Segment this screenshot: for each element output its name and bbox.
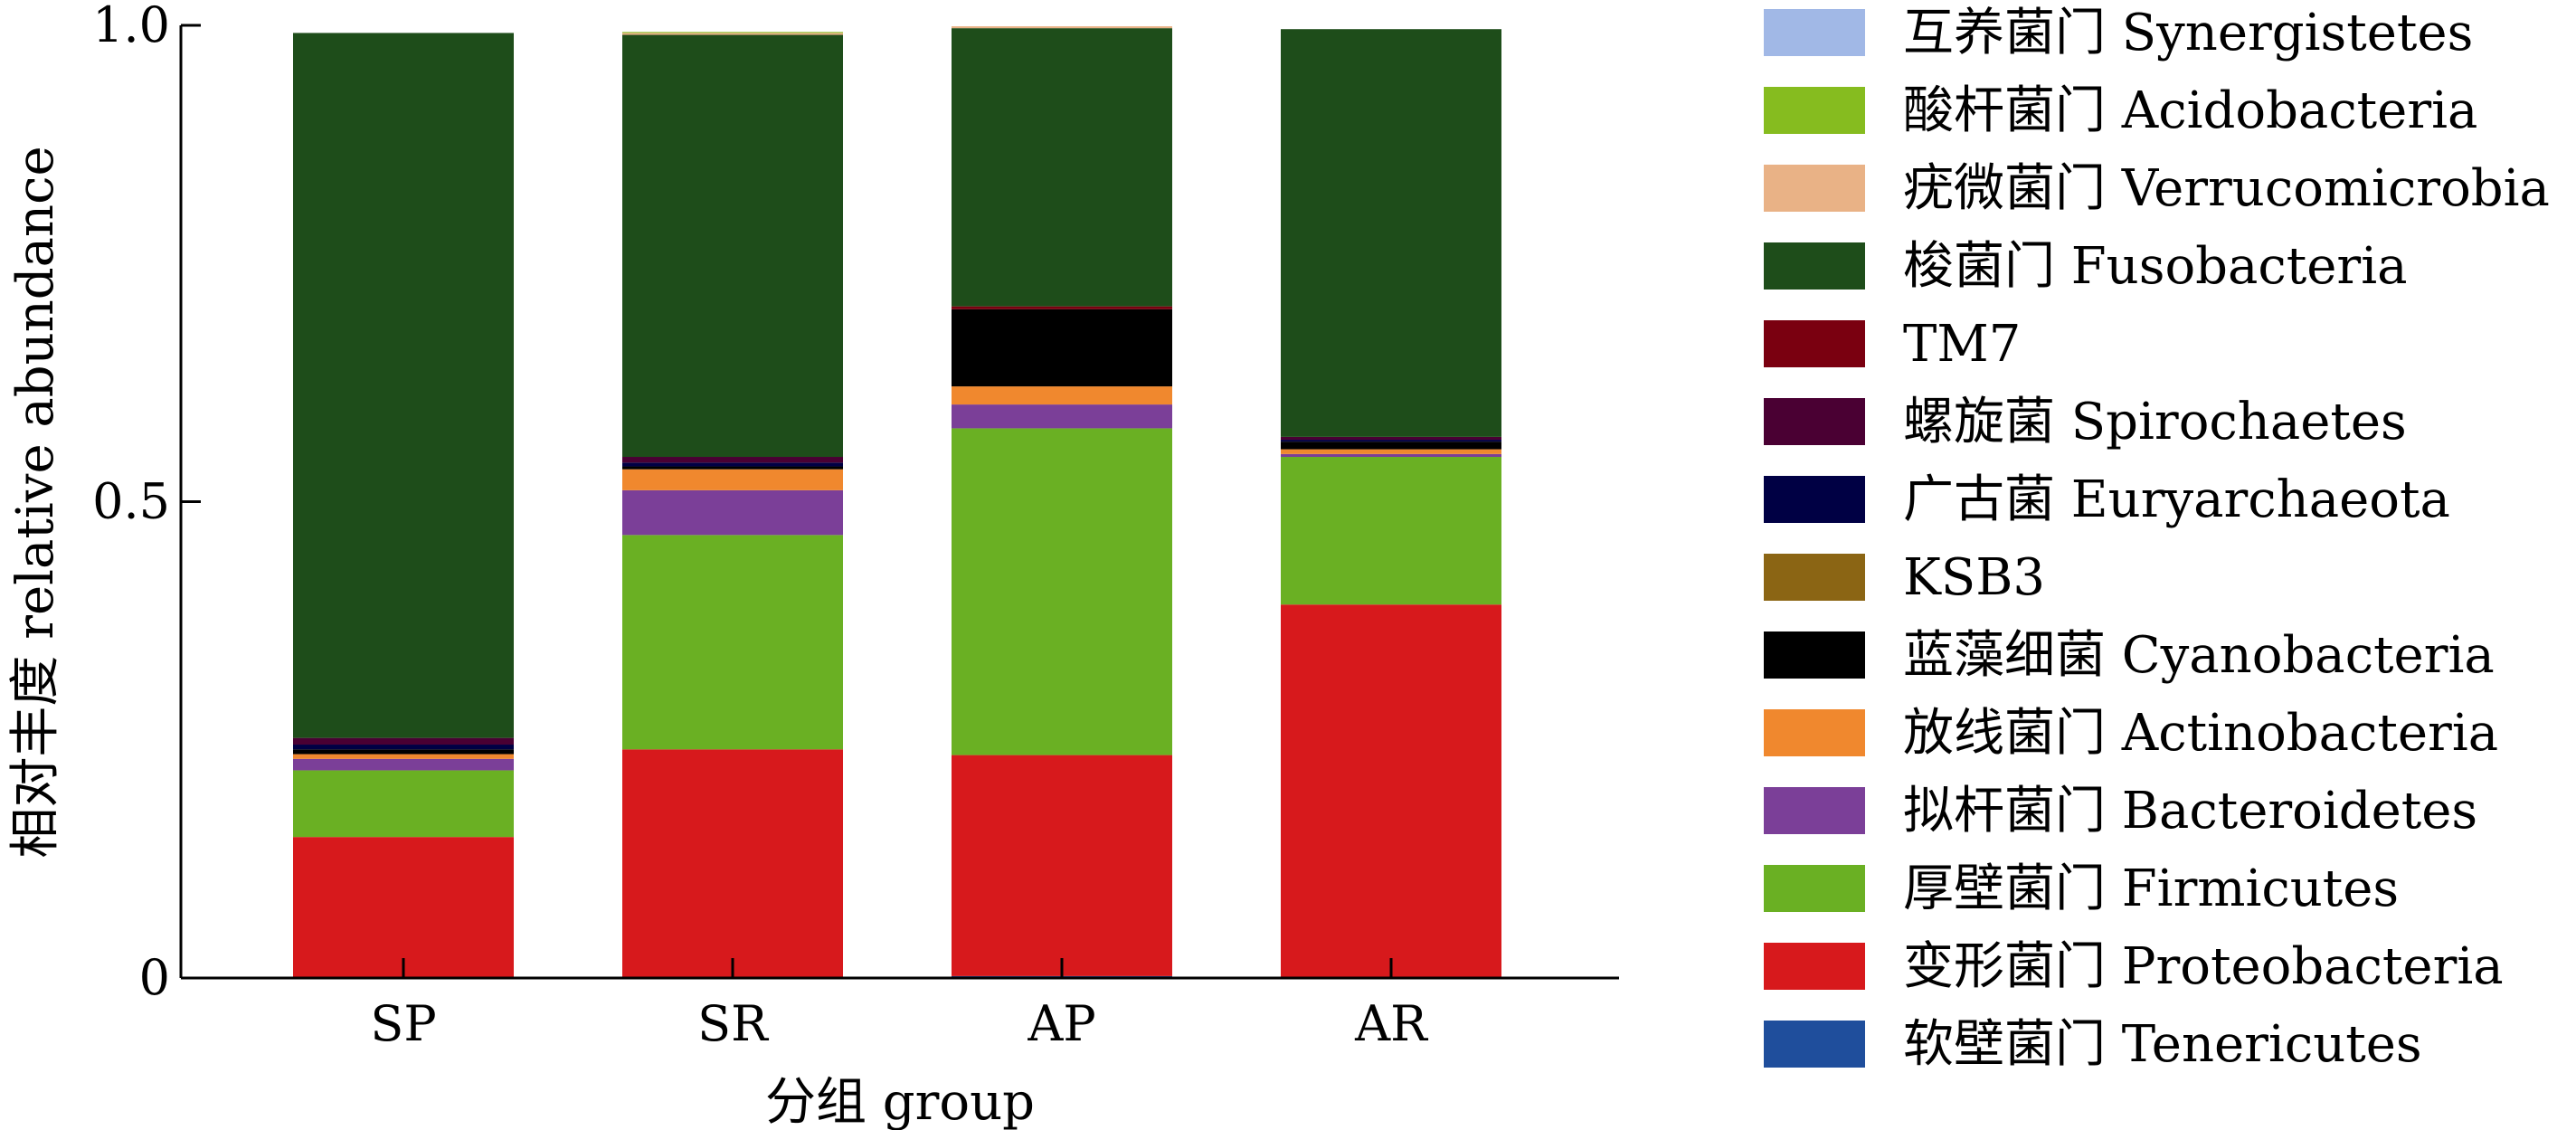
legend-swatch-0 [1764,9,1865,56]
bar-segment-ap-11 [952,26,1172,29]
bar-segment-ap-1 [952,755,1172,976]
x-tick-label-sr: SR [697,995,769,1052]
bar-segment-sr-8 [622,457,843,463]
legend-label-9: 放线菌门 Actinobacteria [1903,704,2498,763]
bar-segment-ar-4 [1281,449,1501,454]
legend-swatch-5 [1764,398,1865,445]
legend-label-7: KSB3 [1903,548,2045,607]
bar-segment-sr-5 [622,466,843,470]
bar-segment-sr-12 [622,32,843,33]
bar-segment-ar-8 [1281,436,1501,441]
legend-swatch-12 [1764,943,1865,990]
legend-label-6: 广古菌 Euryarchaeota [1903,470,2450,529]
y-tick-label-0: 0 [139,949,170,1006]
bar-segment-ap-4 [952,386,1172,405]
legend-swatch-3 [1764,242,1865,290]
x-ticks: SP SR AP AR [370,958,1428,1052]
bar-segment-ar-3 [1281,453,1501,458]
bar-segment-ar-7 [1281,440,1501,442]
bar-segment-ap-10 [952,28,1172,307]
bars-layer [293,26,1501,978]
bar-segment-sp-2 [293,770,514,838]
bar-segment-sp-7 [293,745,514,750]
legend-label-1: 酸杆菌门 Acidobacteria [1903,81,2477,140]
x-tick-label-sp: SP [370,995,436,1052]
legend: 互养菌门 Synergistetes 酸杆菌门 Acidobacteria 疣微菌门… [1764,4,2550,1074]
legend-swatch-4 [1764,320,1865,367]
x-axis-title: 分组 group [765,1073,1035,1130]
legend-swatch-8 [1764,631,1865,679]
legend-swatch-6 [1764,476,1865,523]
bar-segment-sp-4 [293,754,514,759]
legend-label-8: 蓝藻细菌 Cyanobacteria [1903,626,2495,685]
bar-segment-sp-5 [293,749,514,755]
bar-segment-ap-9 [952,306,1172,309]
bar-segment-sr-11 [622,33,843,35]
bar-segment-sr-4 [622,469,843,490]
legend-label-3: 梭菌门 Fusobacteria [1903,237,2407,296]
legend-swatch-11 [1764,865,1865,912]
legend-swatch-10 [1764,787,1865,834]
bar-segment-sp-10 [293,33,514,738]
legend-swatch-13 [1764,1021,1865,1068]
y-tick-label-1: 0.5 [92,473,170,530]
legend-label-11: 厚壁菌门 Firmicutes [1903,859,2399,918]
legend-label-12: 变形菌门 Proteobacteria [1903,937,2504,996]
bar-segment-ap-3 [952,404,1172,429]
legend-label-13: 软壁菌门 Tenericutes [1903,1015,2422,1074]
x-tick-label-ap: AP [1027,995,1095,1052]
bar-segment-sr-7 [622,462,843,467]
bar-segment-sr-2 [622,535,843,750]
legend-label-4: TM7 [1903,315,2021,374]
legend-label-0: 互养菌门 Synergistetes [1903,4,2473,62]
bar-segment-ap-2 [952,428,1172,755]
bar-segment-sr-3 [622,489,843,536]
x-tick-label-ar: AR [1354,995,1428,1052]
y-axis-title: 相对丰度 relative abundance [6,146,65,858]
legend-label-10: 拟杆菌门 Bacteroidetes [1903,782,2477,840]
bar-segment-ar-5 [1281,442,1501,450]
legend-label-2: 疣微菌门 Verrucomicrobia [1903,159,2550,218]
bar-segment-ap-5 [952,309,1172,387]
legend-swatch-1 [1764,87,1865,134]
bar-segment-ar-2 [1281,457,1501,605]
legend-swatch-2 [1764,165,1865,212]
bar-segment-sp-1 [293,837,514,978]
bar-segment-ar-10 [1281,29,1501,437]
legend-swatch-7 [1764,554,1865,601]
legend-label-5: 螺旋菌 Spirochaetes [1903,393,2407,451]
bar-segment-sr-1 [622,749,843,978]
bar-segment-sr-10 [622,34,843,458]
bar-segment-sp-3 [293,758,514,771]
bar-segment-sp-8 [293,737,514,745]
legend-swatch-9 [1764,709,1865,756]
bar-segment-ar-1 [1281,604,1501,978]
y-tick-label-2: 1.0 [92,0,170,53]
y-ticks: 0 0.5 1.0 [92,0,201,1006]
